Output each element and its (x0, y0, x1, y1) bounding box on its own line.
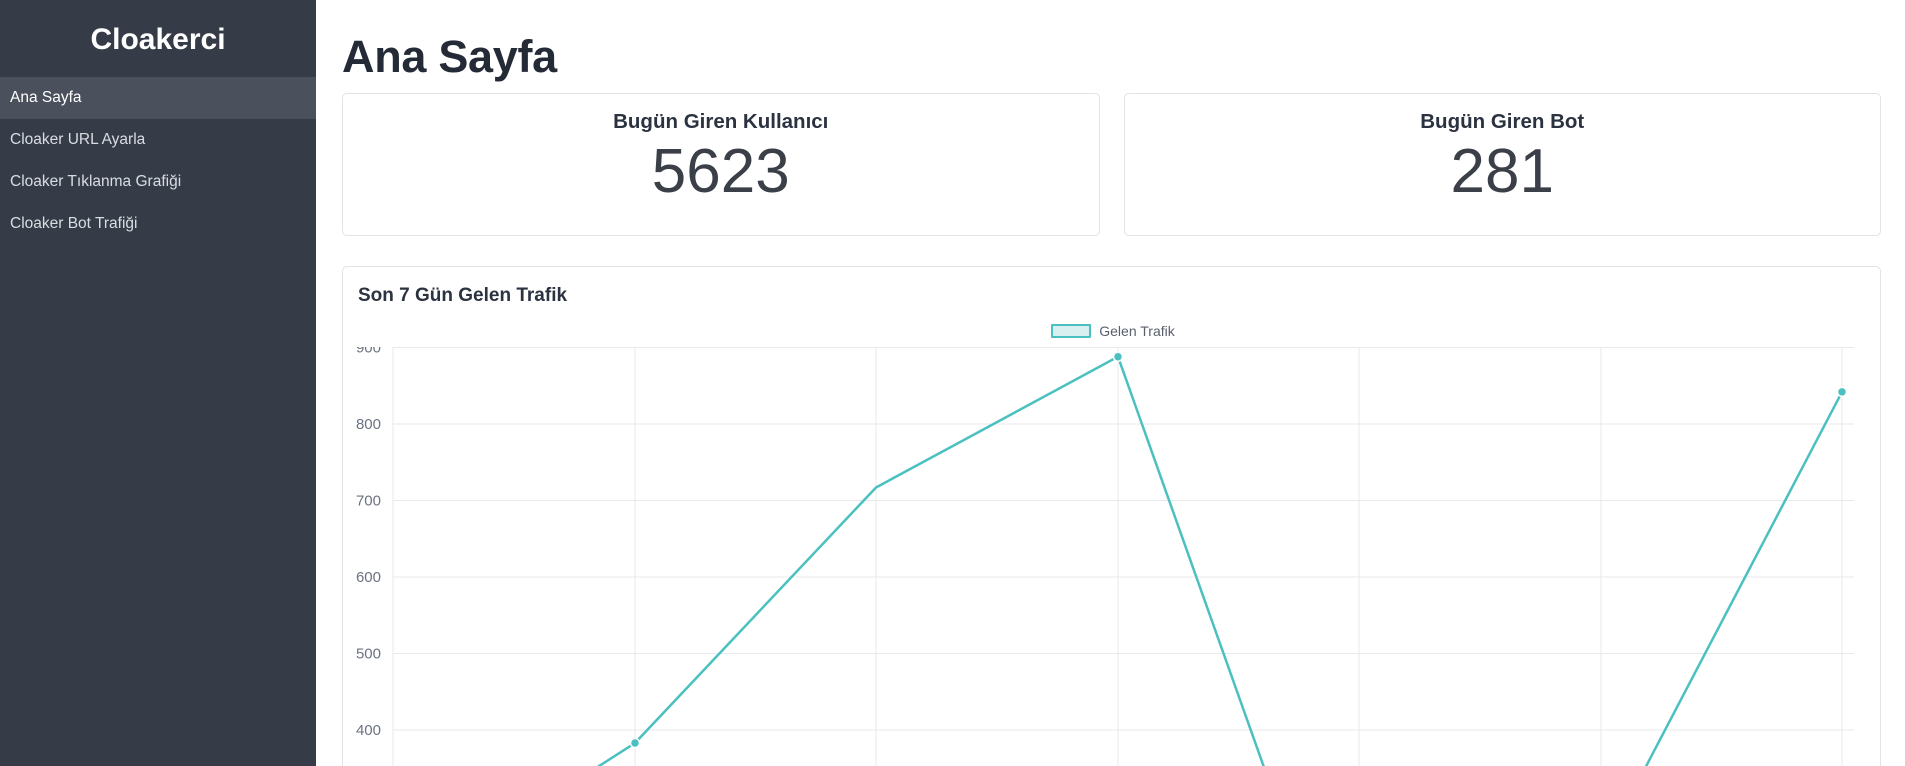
svg-text:800: 800 (356, 416, 381, 433)
svg-text:700: 700 (356, 493, 381, 510)
svg-text:900: 900 (356, 347, 381, 357)
svg-text:500: 500 (356, 646, 381, 663)
svg-text:400: 400 (356, 722, 381, 739)
svg-text:600: 600 (356, 569, 381, 586)
